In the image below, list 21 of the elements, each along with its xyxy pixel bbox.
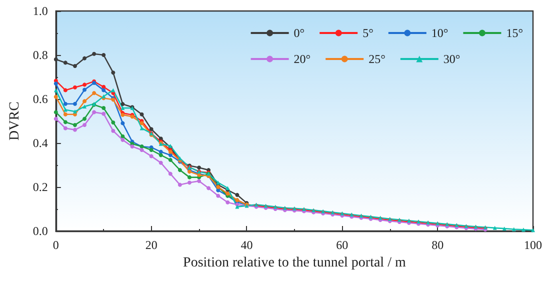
legend-label: 15° xyxy=(506,26,524,40)
y-tick-label: 0.8 xyxy=(32,48,48,62)
y-tick-label: 0.2 xyxy=(32,180,48,194)
x-tick-label: 20 xyxy=(145,238,158,252)
y-tick-label: 0.4 xyxy=(32,136,48,150)
x-axis-title: Position relative to the tunnel portal / m xyxy=(183,255,406,270)
x-tick-label: 60 xyxy=(336,238,348,252)
x-tick-label: 40 xyxy=(240,238,253,252)
x-tick-label: 0 xyxy=(52,238,59,252)
legend-label: 25° xyxy=(368,52,386,66)
x-tick-label: 100 xyxy=(524,238,542,252)
y-tick-label: 1.0 xyxy=(32,4,48,18)
legend-label: 5° xyxy=(362,26,374,40)
y-tick-label: 0.6 xyxy=(32,92,48,106)
x-tick-label: 80 xyxy=(432,238,444,252)
y-axis-title: DVRC xyxy=(8,102,22,140)
y-tick-label: 0.0 xyxy=(32,224,48,238)
legend-label: 30° xyxy=(443,52,460,66)
legend-label: 20° xyxy=(294,52,311,66)
legend-label: 0° xyxy=(294,26,305,40)
legend-label: 10° xyxy=(431,26,448,40)
